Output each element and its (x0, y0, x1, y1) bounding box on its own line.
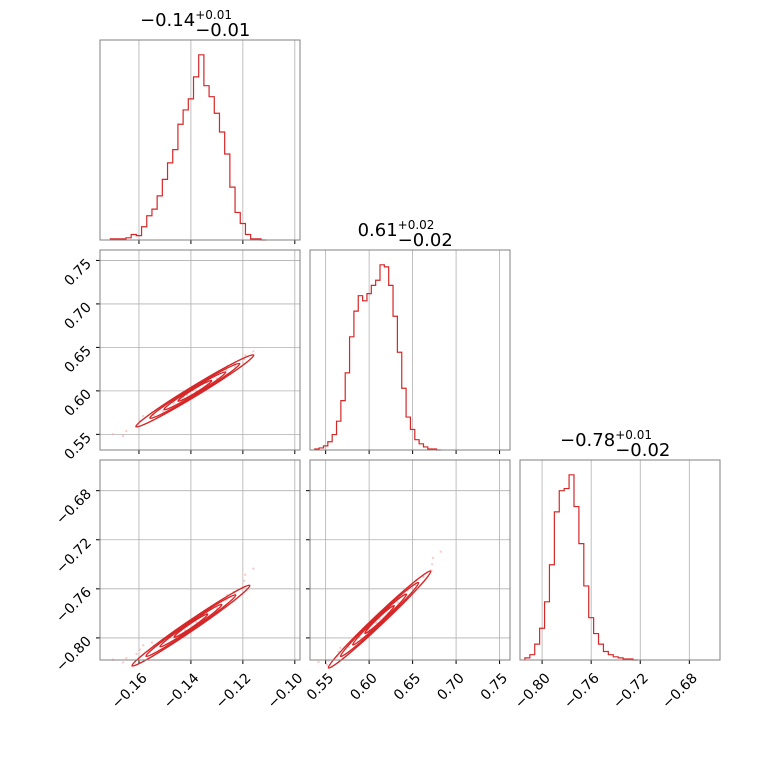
sample-point (150, 641, 154, 644)
contour-level (327, 570, 432, 669)
histogram (524, 474, 638, 661)
sample-point (141, 644, 145, 647)
sample-point (325, 663, 329, 667)
sample-point (233, 365, 237, 369)
x-tick-label: −0.16 (109, 670, 151, 712)
panel-1-1: 0.61+0.02−0.02 (309, 218, 511, 454)
sample-point (125, 656, 128, 660)
panel-frame (309, 459, 511, 661)
panel-frame (99, 249, 301, 451)
sample-point (138, 648, 142, 651)
panel-1-0 (96, 249, 301, 454)
sample-point (439, 550, 443, 553)
panel-title: −0.14+0.01 (140, 8, 232, 31)
sample-point (121, 661, 125, 664)
y-tick-label: −0.68 (53, 486, 95, 528)
sample-point (186, 393, 189, 397)
contour-level (131, 584, 251, 667)
panel-2-0 (96, 459, 301, 667)
x-tick-label: −0.80 (512, 670, 554, 712)
x-tick-label: −0.10 (265, 670, 307, 712)
sample-point (422, 575, 425, 579)
x-tick-label: 0.75 (478, 670, 511, 703)
x-tick-label: −0.14 (161, 670, 203, 712)
x-tick-label: 0.55 (304, 670, 337, 703)
title-upper-error: +0.02 (398, 218, 435, 232)
sample-point (430, 563, 434, 566)
sample-point (244, 354, 247, 357)
contour-level (135, 354, 255, 428)
y-tick-label: −0.76 (53, 584, 95, 626)
sample-point (241, 361, 245, 365)
panel-frame (99, 39, 301, 241)
sample-point (244, 573, 247, 576)
contour-level (339, 581, 420, 658)
sample-point (195, 620, 198, 624)
histogram (314, 264, 441, 451)
x-tick-label: 0.60 (347, 670, 380, 703)
sample-point (135, 652, 138, 656)
x-tick-label: −0.68 (659, 670, 701, 712)
panel-0-0: −0.14+0.01−0.01 (99, 8, 301, 244)
sample-point (172, 402, 175, 405)
sample-point (396, 601, 400, 604)
x-tick-label: −0.72 (610, 670, 652, 712)
title-lower-error: −0.02 (398, 230, 453, 251)
panel-frame (309, 249, 511, 451)
sample-point (242, 579, 246, 583)
contour-level (173, 613, 209, 638)
x-tick-label: 0.65 (391, 670, 424, 703)
title-lower-error: −0.02 (615, 440, 670, 461)
contour-level (159, 603, 223, 648)
title-value: 0.61 (358, 220, 398, 241)
sample-point (431, 556, 435, 560)
y-tick-label: 0.55 (61, 430, 94, 463)
y-tick-label: −0.72 (53, 535, 95, 577)
sample-point (121, 434, 125, 438)
y-tick-label: −0.80 (53, 633, 95, 675)
sample-point (375, 621, 378, 625)
panel-title: 0.61+0.02 (358, 218, 435, 241)
y-tick-label: 0.70 (61, 299, 94, 332)
sample-point (125, 429, 128, 433)
title-value: −0.14 (140, 10, 195, 31)
sample-point (111, 432, 114, 436)
title-value: −0.78 (560, 430, 615, 451)
y-tick-label: 0.60 (61, 386, 94, 419)
sample-point (252, 350, 255, 353)
contour-level (364, 604, 395, 635)
x-tick-label: 0.70 (434, 670, 467, 703)
title-upper-error: +0.01 (195, 8, 232, 22)
sample-point (317, 660, 320, 664)
sample-point (141, 414, 145, 418)
y-tick-label: 0.65 (61, 343, 94, 376)
contour-level (163, 371, 227, 411)
panel-2-1 (306, 459, 511, 669)
contour-level (352, 593, 408, 646)
sample-point (161, 410, 165, 413)
panel-2-2: −0.78+0.01−0.02 (519, 428, 721, 664)
panel-frame (99, 459, 301, 661)
title-upper-error: +0.01 (615, 428, 652, 442)
histogram (109, 54, 267, 241)
contour-level (145, 594, 237, 658)
x-tick-label: −0.12 (213, 670, 255, 712)
x-tick-label: −0.76 (561, 670, 603, 712)
panel-frame (519, 459, 721, 661)
contour-level (177, 379, 213, 402)
sample-point (252, 567, 255, 570)
panel-title: −0.78+0.01 (560, 428, 652, 451)
title-lower-error: −0.01 (195, 20, 250, 41)
y-tick-label: 0.75 (61, 256, 94, 289)
sample-point (339, 646, 342, 649)
contour-level (149, 362, 241, 420)
